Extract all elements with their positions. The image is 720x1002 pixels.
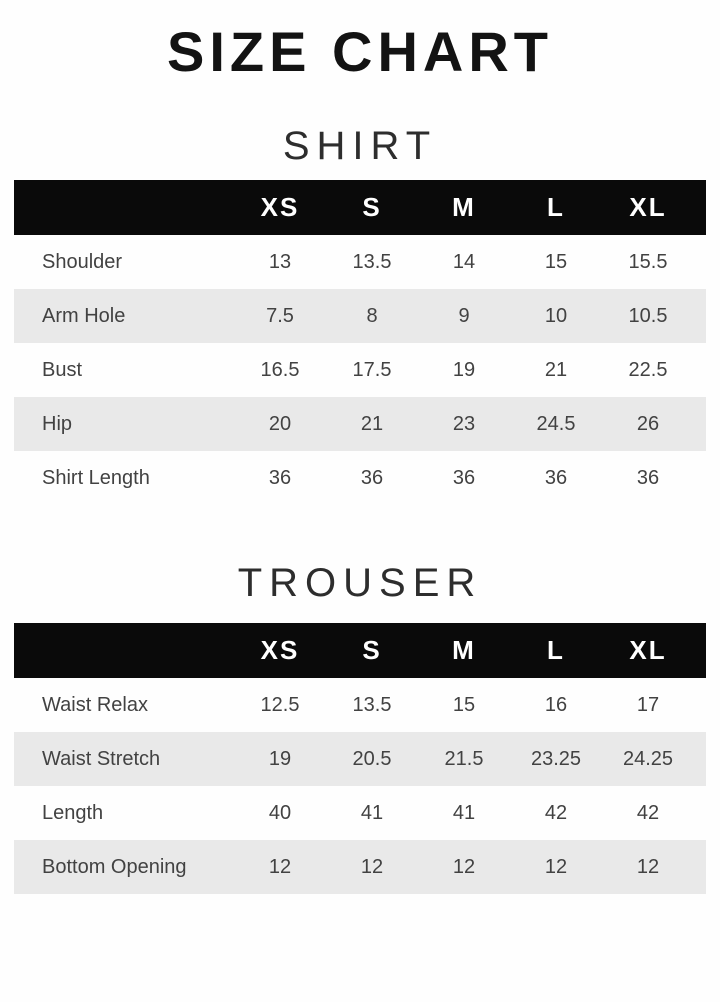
- size-value: 22.5: [628, 358, 668, 381]
- size-value: 7.5: [266, 304, 294, 327]
- row-label: Length: [42, 801, 104, 824]
- size-value: 16.5: [260, 358, 300, 381]
- trouser-table-header-row: XS S M L XL: [14, 623, 706, 678]
- page-title: SIZE CHART: [167, 20, 553, 83]
- size-value: 40: [268, 801, 292, 824]
- size-value: 19: [268, 747, 292, 770]
- size-value: 21: [360, 412, 384, 435]
- size-value: 9: [458, 304, 470, 327]
- size-value: 21.5: [444, 747, 484, 770]
- size-column-header-s: S: [362, 192, 382, 222]
- trouser-size-table: XS S M L XL Waist Relax 12.5 13.5 15 16 …: [14, 623, 706, 894]
- size-column-header-l: L: [547, 192, 565, 222]
- trouser-section-title: TROUSER: [237, 561, 483, 605]
- size-value: 17: [636, 693, 660, 716]
- size-value: 17.5: [352, 358, 392, 381]
- row-label: Bottom Opening: [42, 855, 187, 878]
- size-value: 13.5: [352, 693, 392, 716]
- size-value: 16: [544, 693, 568, 716]
- row-label: Waist Relax: [42, 693, 148, 716]
- size-column-header-s: S: [362, 635, 382, 665]
- size-column-header-xs: XS: [260, 192, 300, 222]
- size-column-header-xl: XL: [629, 635, 667, 665]
- size-value: 41: [452, 801, 476, 824]
- size-value: 12.5: [260, 693, 300, 716]
- header-spacer: [14, 623, 234, 678]
- row-label: Arm Hole: [42, 304, 126, 327]
- size-value: 24.5: [536, 412, 576, 435]
- table-row-bottom-opening: Bottom Opening 12 12 12 12 12: [14, 840, 706, 894]
- size-value: 21: [544, 358, 568, 381]
- size-value: 24.25: [622, 747, 674, 770]
- shirt-size-table: XS S M L XL Shoulder 13 13.5 14 15 15.5 …: [14, 180, 706, 505]
- size-value: 36: [452, 466, 476, 489]
- row-label: Shoulder: [42, 250, 123, 273]
- size-value: 15: [544, 250, 568, 273]
- size-value: 23.25: [530, 747, 582, 770]
- size-value: 13: [268, 250, 292, 273]
- row-label: Bust: [42, 358, 83, 381]
- size-value: 36: [636, 466, 660, 489]
- row-label: Waist Stretch: [42, 747, 161, 770]
- size-value: 42: [636, 801, 660, 824]
- row-label: Hip: [42, 412, 73, 435]
- size-column-header-m: M: [452, 635, 476, 665]
- size-value: 42: [544, 801, 568, 824]
- size-value: 13.5: [352, 250, 392, 273]
- size-value: 41: [360, 801, 384, 824]
- size-value: 20: [268, 412, 292, 435]
- size-column-header-m: M: [452, 192, 476, 222]
- size-value: 12: [636, 855, 660, 878]
- table-row-length: Length 40 41 41 42 42: [14, 786, 706, 840]
- shirt-section-title: SHIRT: [282, 124, 438, 168]
- size-value: 12: [268, 855, 292, 878]
- table-row-waist-stretch: Waist Stretch 19 20.5 21.5 23.25 24.25: [14, 732, 706, 786]
- size-value: 15.5: [628, 250, 668, 273]
- size-column-header-xl: XL: [629, 192, 667, 222]
- size-column-header-l: L: [547, 635, 565, 665]
- header-spacer: [14, 180, 234, 235]
- size-column-header-xs: XS: [260, 635, 300, 665]
- size-value: 36: [544, 466, 568, 489]
- size-value: 20.5: [352, 747, 392, 770]
- size-value: 12: [544, 855, 568, 878]
- size-value: 12: [360, 855, 384, 878]
- size-value: 15: [452, 693, 476, 716]
- table-row-bust: Bust 16.5 17.5 19 21 22.5: [14, 343, 706, 397]
- size-value: 12: [452, 855, 476, 878]
- table-row-waist-relax: Waist Relax 12.5 13.5 15 16 17: [14, 678, 706, 732]
- table-row-hip: Hip 20 21 23 24.5 26: [14, 397, 706, 451]
- size-value: 19: [452, 358, 476, 381]
- table-row-shoulder: Shoulder 13 13.5 14 15 15.5: [14, 235, 706, 289]
- size-value: 10: [544, 304, 568, 327]
- size-value: 14: [452, 250, 476, 273]
- row-label: Shirt Length: [42, 466, 150, 489]
- table-row-shirt-length: Shirt Length 36 36 36 36 36: [14, 451, 706, 505]
- size-value: 36: [360, 466, 384, 489]
- size-value: 8: [366, 304, 378, 327]
- table-row-arm-hole: Arm Hole 7.5 8 9 10 10.5: [14, 289, 706, 343]
- size-value: 10.5: [628, 304, 668, 327]
- size-value: 36: [268, 466, 292, 489]
- size-value: 23: [452, 412, 476, 435]
- size-value: 26: [636, 412, 660, 435]
- shirt-table-header-row: XS S M L XL: [14, 180, 706, 235]
